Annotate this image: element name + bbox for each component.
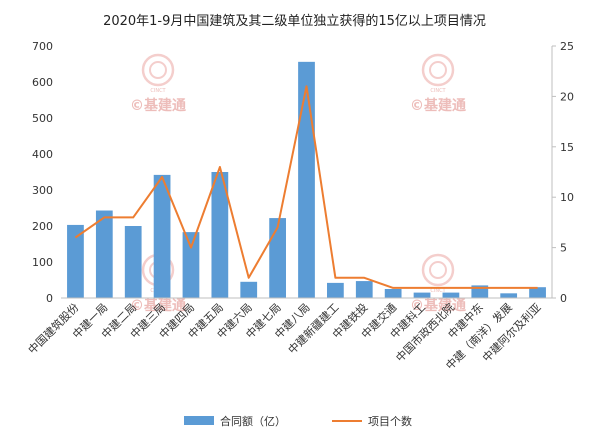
bar	[529, 287, 546, 298]
bar	[413, 292, 431, 298]
y-left-tick-label: 300	[32, 184, 53, 197]
watermark-text: ©基建通	[410, 297, 466, 314]
y-right-tick-label: 5	[560, 242, 567, 255]
watermark-text: ©基建通	[130, 97, 186, 114]
legend-line-label: 项目个数	[368, 415, 412, 428]
bar	[500, 293, 518, 298]
bar	[153, 174, 171, 298]
y-left-tick-label: 500	[32, 112, 53, 125]
watermark-brand: CINCT	[430, 288, 446, 294]
bar	[442, 292, 460, 298]
watermark-logo-ring-inner	[429, 61, 447, 79]
bar	[384, 289, 402, 298]
legend-bar-swatch	[184, 416, 214, 425]
watermark-text: ©基建通	[130, 297, 186, 314]
bar	[327, 282, 344, 298]
y-left-tick-label: 700	[32, 40, 53, 53]
bar	[211, 172, 229, 298]
watermark-logo-ring	[421, 53, 455, 87]
watermark-text: ©基建通	[410, 97, 466, 114]
watermark-logo-ring	[421, 253, 455, 287]
watermark-brand: CINCT	[150, 88, 166, 94]
y-right-tick-label: 20	[560, 90, 574, 103]
watermark-logo-ring-inner	[429, 261, 447, 279]
y-left-tick-label: 600	[32, 76, 53, 89]
bar	[240, 281, 258, 298]
watermark-brand: CINCT	[430, 88, 446, 94]
bar	[355, 281, 373, 298]
bar	[124, 226, 142, 298]
bar	[269, 218, 286, 298]
bar	[95, 210, 113, 298]
bar	[298, 61, 315, 299]
y-left-tick-label: 0	[46, 292, 53, 305]
y-right-tick-label: 10	[560, 191, 574, 204]
y-left-tick-label: 100	[32, 256, 53, 269]
bar	[182, 232, 200, 298]
watermark-logo-ring-inner	[149, 61, 167, 79]
y-right-tick-label: 25	[560, 40, 574, 53]
watermark-logo-ring	[141, 53, 175, 87]
y-left-tick-label: 200	[32, 220, 53, 233]
y-left-tick-label: 400	[32, 148, 53, 161]
y-right-tick-label: 0	[560, 292, 567, 305]
chart-title: 2020年1-9月中国建筑及其二级单位独立获得的15亿以上项目情况	[103, 14, 486, 29]
bar	[67, 224, 84, 298]
legend-bar-label: 合同额（亿）	[220, 414, 286, 428]
y-right-tick-label: 15	[560, 141, 574, 154]
